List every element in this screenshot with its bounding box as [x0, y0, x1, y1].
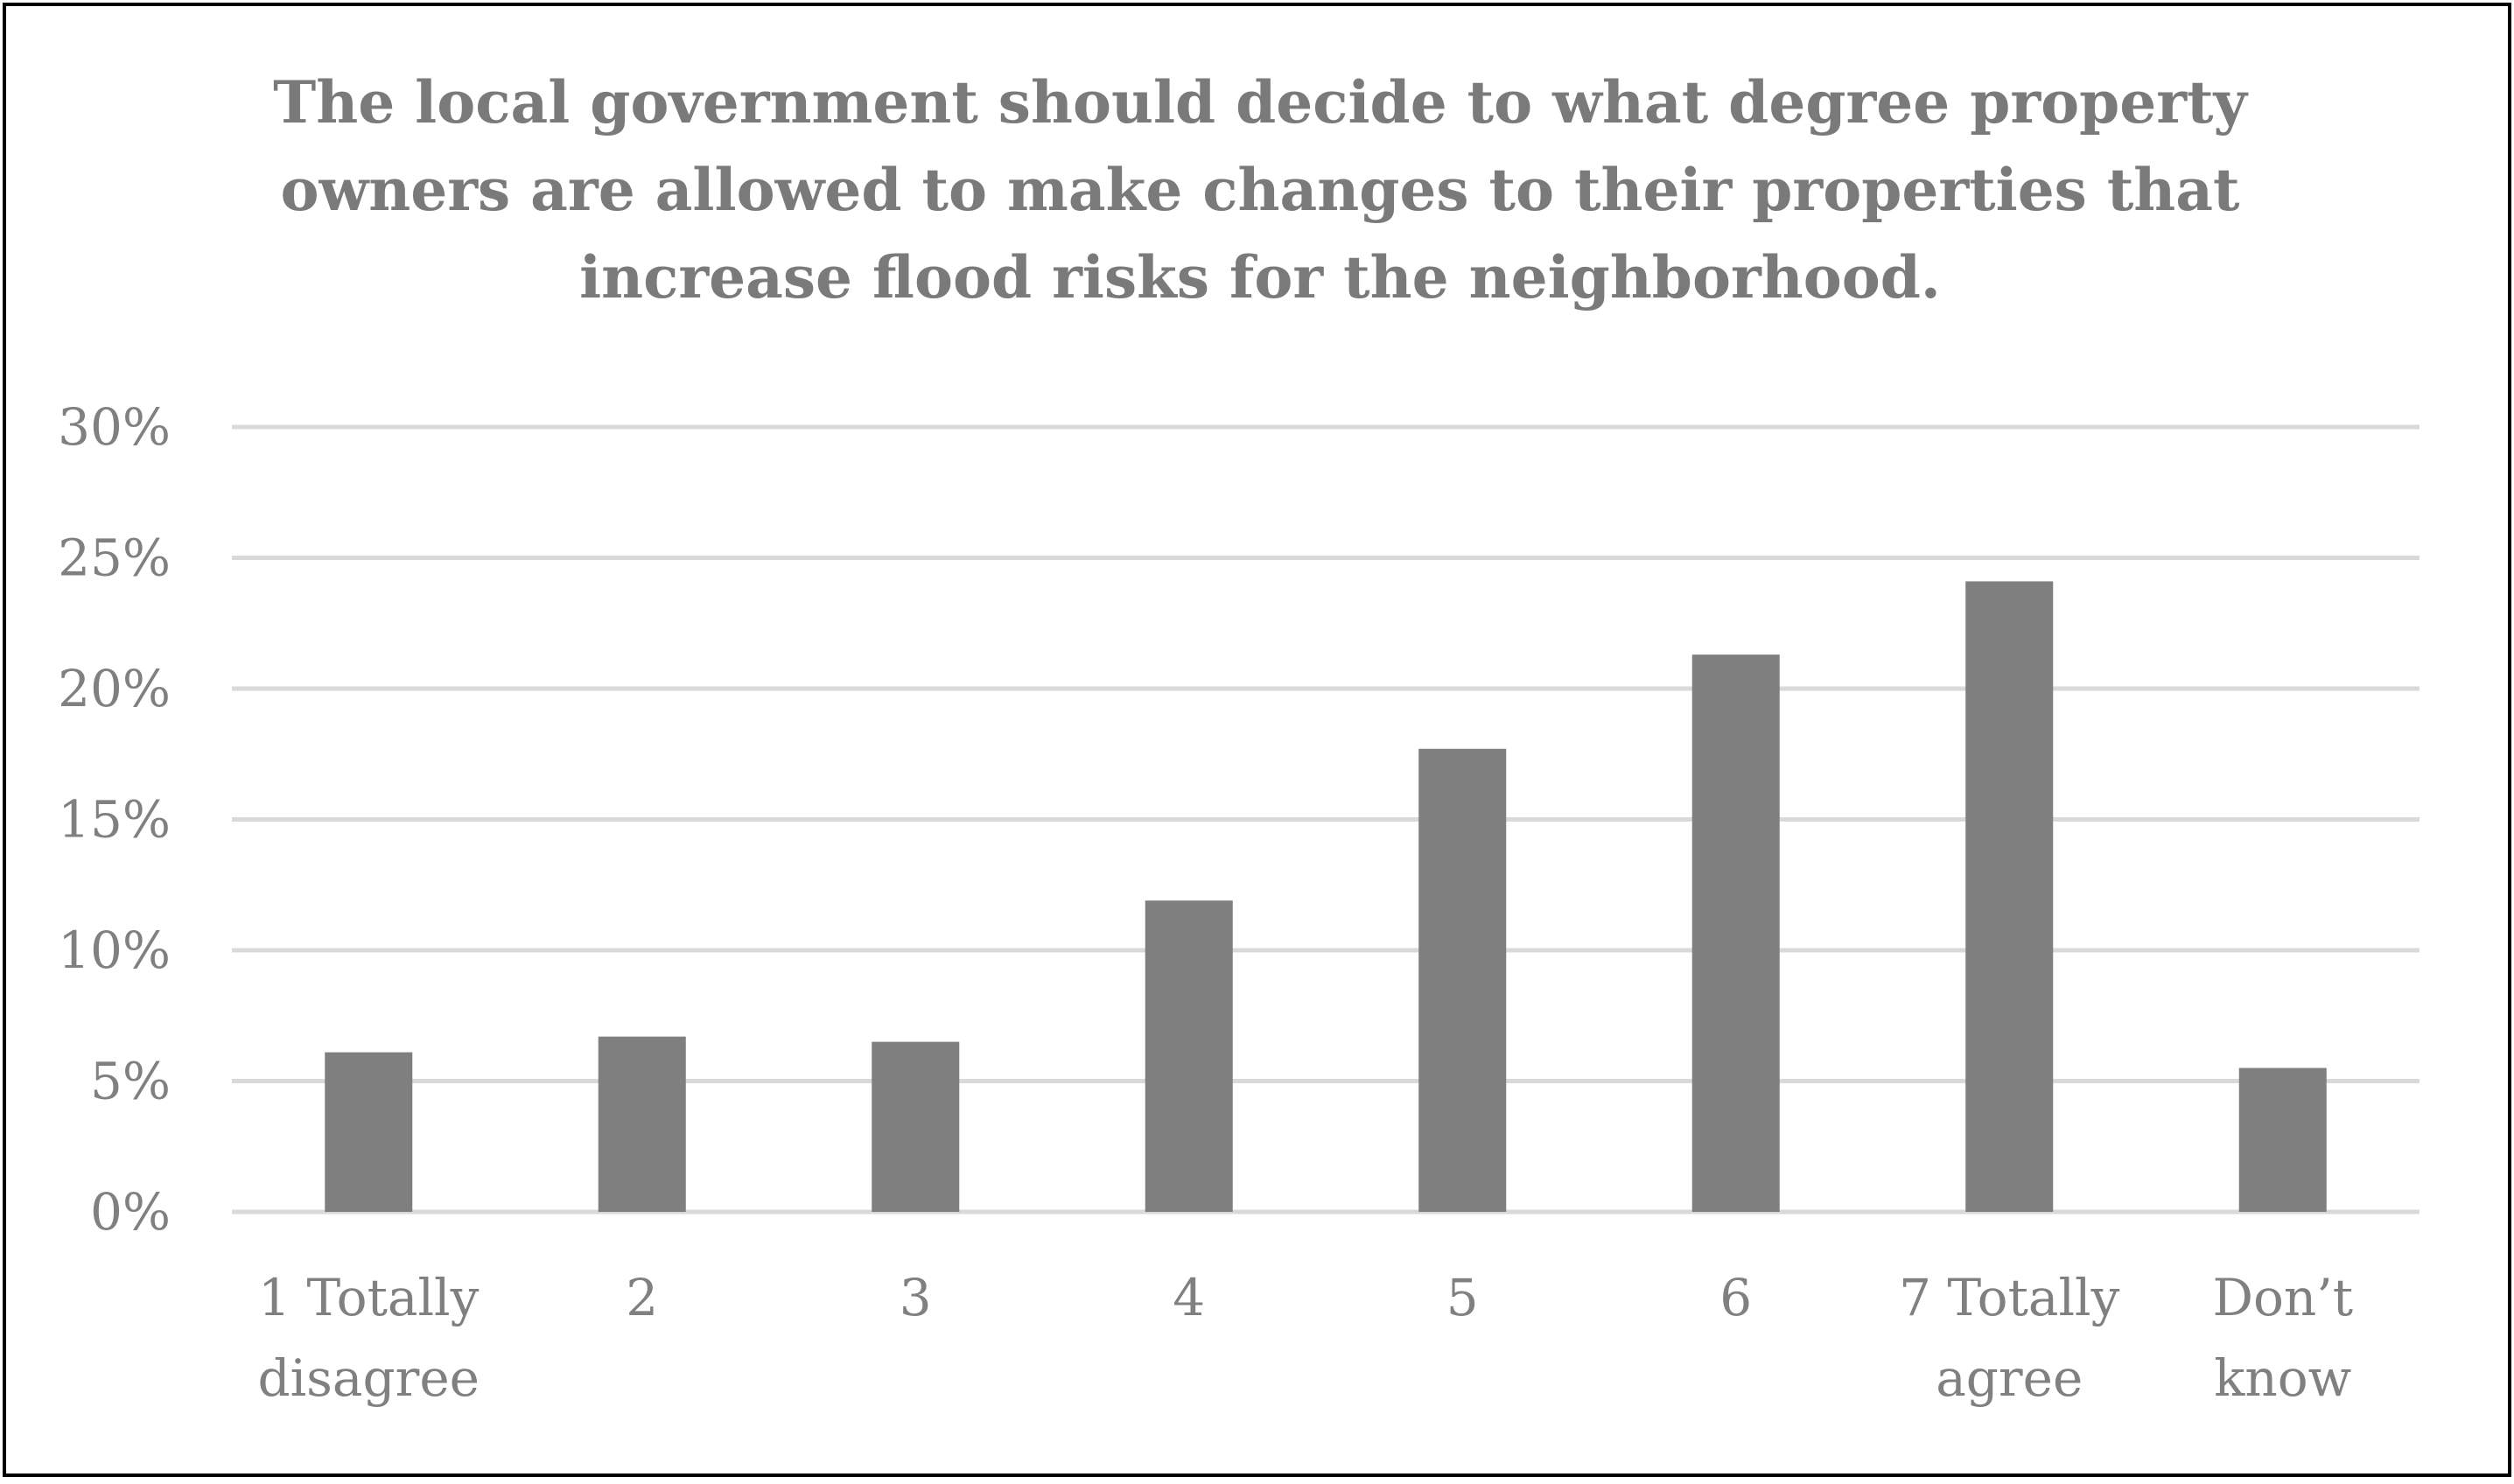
y-tick-label: 0%: [90, 1182, 171, 1242]
chart-title: The local government should decide to wh…: [273, 68, 2248, 312]
y-tick-label: 15%: [58, 790, 171, 850]
bars: [325, 581, 2327, 1212]
x-category-label: 1 Totally disagree: [257, 1268, 480, 1408]
bar: [1145, 900, 1233, 1212]
x-category-label: 5: [1446, 1268, 1479, 1327]
y-axis-tick-labels: 0% 5% 10% 15% 20% 25% 30%: [58, 397, 171, 1242]
bar: [598, 1036, 686, 1212]
chart-title-line: The local government should decide to wh…: [273, 68, 2248, 136]
chart-title-line: increase flood risks for the neighborhoo…: [579, 243, 1941, 312]
bar: [1418, 748, 1507, 1212]
x-category-label: 7 Totally agree: [1899, 1268, 2119, 1408]
x-category-label: 3: [900, 1268, 932, 1327]
x-category-label: Don’t know: [2212, 1268, 2353, 1408]
bar: [1965, 581, 2054, 1212]
x-category-label: 2: [626, 1268, 658, 1327]
y-tick-label: 30%: [58, 397, 171, 457]
x-category-label: 6: [1719, 1268, 1752, 1327]
gridlines: [232, 424, 2419, 1214]
chart-border: [3, 3, 2511, 1477]
y-tick-label: 10%: [58, 920, 171, 980]
y-tick-label: 5%: [90, 1052, 171, 1111]
x-axis-category-labels: 1 Totally disagree 2 3 4 5 6 7 Totally agree Don’…: [257, 1268, 2353, 1408]
y-tick-label: 25%: [58, 528, 171, 588]
bar: [2238, 1068, 2327, 1212]
bar: [872, 1041, 960, 1212]
chart-title-line: owners are allowed to make changes to th…: [280, 156, 2240, 224]
bar: [325, 1052, 413, 1212]
y-tick-label: 20%: [58, 659, 171, 718]
bar: [1691, 654, 1780, 1212]
x-category-label: 4: [1173, 1268, 1205, 1327]
